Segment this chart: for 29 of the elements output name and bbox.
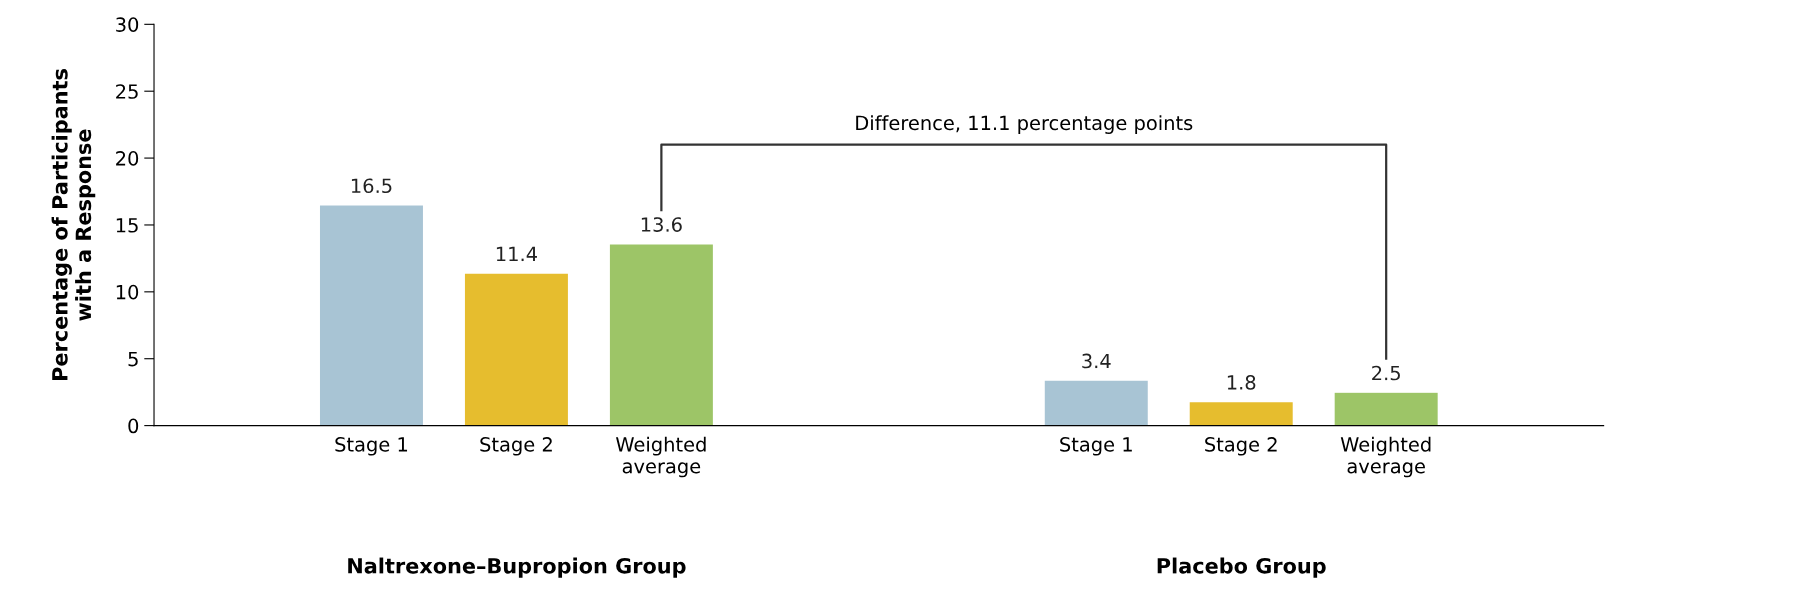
y-tick-label: 20	[116, 151, 139, 166]
y-tick-label: 15	[116, 218, 138, 233]
y-tick-label: 0	[128, 418, 139, 434]
text: Naltrexone–Bupropion Group	[348, 557, 686, 578]
x-tick-label: Stage 2	[480, 437, 552, 456]
data-label: 3.4	[1082, 353, 1111, 369]
x-tick-label: Weighted average	[616, 436, 706, 478]
data-label: 11.4	[496, 246, 537, 262]
annotation: Difference, 11.1 percentage points	[856, 115, 1193, 134]
bar	[463, 272, 570, 426]
x-tick-label: Weighted average	[1340, 436, 1431, 478]
bar	[1188, 400, 1295, 426]
data-label: 2.5	[1372, 365, 1400, 381]
bar	[1043, 379, 1150, 426]
data-label: 16.5	[351, 178, 392, 194]
y-tick-label: 30	[116, 17, 139, 32]
x-tick-label: Stage 1	[1060, 437, 1132, 456]
y-axis-title: Percentage of Participants with a Response	[51, 69, 96, 380]
y-tick-label: 5	[128, 351, 138, 367]
bar	[318, 204, 425, 426]
x-tick-label: Stage 2	[1205, 437, 1277, 456]
data-label: 13.6	[641, 217, 682, 232]
x-tick-label: Stage 1	[335, 437, 408, 456]
y-tick-label: 25	[116, 84, 138, 99]
data-label: 1.8	[1227, 375, 1256, 390]
bar	[1333, 391, 1440, 426]
text: Placebo Group	[1157, 557, 1326, 578]
y-tick-label: 10	[116, 284, 139, 300]
bar	[608, 242, 715, 426]
